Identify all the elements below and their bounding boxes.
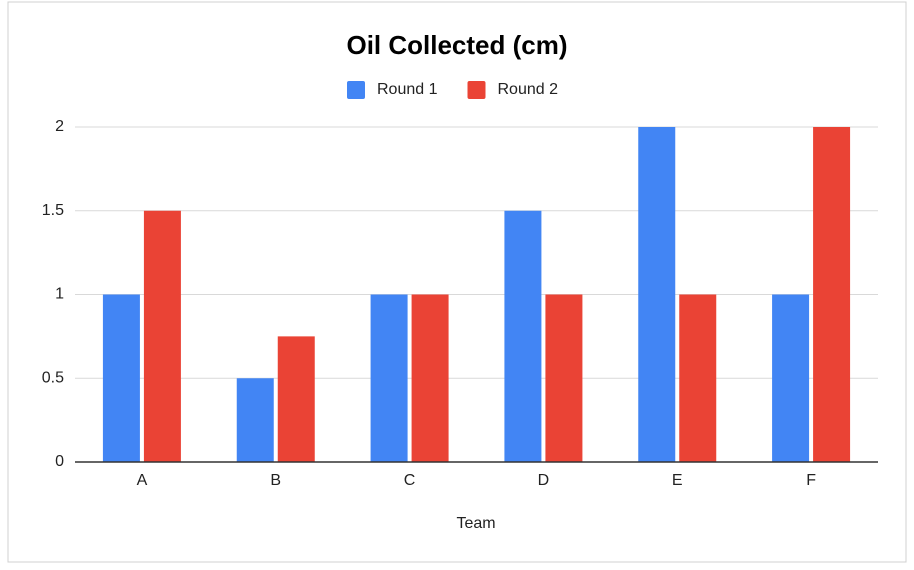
legend-swatch: [467, 81, 486, 99]
bar: [545, 294, 583, 462]
bar: [772, 294, 810, 462]
x-tick-label: E: [672, 472, 683, 489]
x-tick-label: F: [806, 472, 816, 489]
y-tick-label: 2: [55, 118, 64, 135]
bar: [813, 127, 851, 462]
x-tick-label: B: [270, 472, 281, 489]
bar: [236, 378, 274, 462]
bar: [504, 210, 542, 462]
x-tick-label: C: [404, 472, 416, 489]
bar: [102, 294, 140, 462]
legend-label: Round 2: [498, 81, 559, 98]
bar: [411, 294, 449, 462]
x-tick-label: D: [538, 472, 550, 489]
x-tick-label: A: [137, 472, 148, 489]
y-tick-label: 1: [55, 286, 64, 303]
bar: [143, 210, 181, 462]
y-tick-label: 1.5: [42, 202, 64, 219]
bar: [638, 127, 676, 462]
chart-title: Oil Collected (cm): [346, 30, 567, 60]
y-tick-label: 0.5: [42, 369, 64, 386]
bar: [679, 294, 717, 462]
x-axis-label: Team: [456, 515, 495, 532]
bar: [277, 336, 315, 462]
y-tick-label: 0: [55, 453, 64, 470]
bar: [370, 294, 408, 462]
legend-label: Round 1: [377, 81, 438, 98]
legend-swatch: [347, 81, 365, 99]
